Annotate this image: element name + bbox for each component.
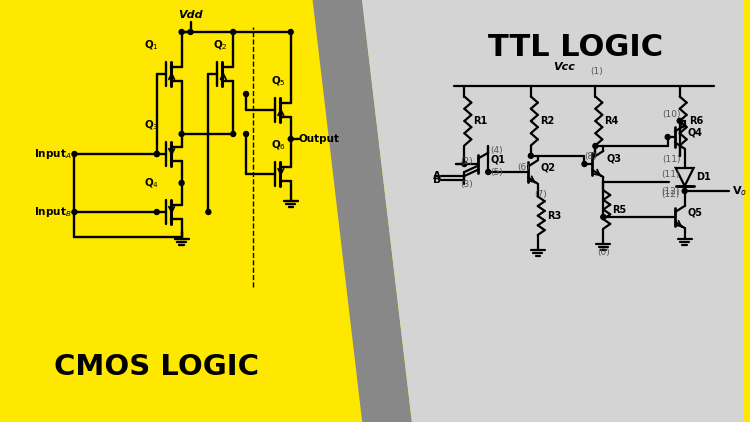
Text: R6: R6 — [688, 116, 703, 126]
Circle shape — [462, 162, 466, 167]
Text: (5): (5) — [490, 168, 502, 176]
Circle shape — [206, 209, 211, 214]
Circle shape — [244, 92, 248, 97]
Circle shape — [665, 135, 670, 140]
Circle shape — [682, 189, 687, 194]
Circle shape — [231, 132, 236, 136]
Text: Q2: Q2 — [541, 162, 556, 172]
Text: Input$_A$: Input$_A$ — [34, 147, 71, 161]
Text: Q$_2$: Q$_2$ — [213, 38, 228, 52]
Text: CMOS LOGIC: CMOS LOGIC — [54, 353, 259, 381]
Text: Q5: Q5 — [688, 207, 703, 217]
Text: Q$_3$: Q$_3$ — [144, 119, 159, 132]
Circle shape — [677, 118, 682, 123]
Circle shape — [72, 209, 77, 214]
Polygon shape — [362, 0, 744, 422]
Text: Q$_5$: Q$_5$ — [271, 74, 286, 88]
Polygon shape — [313, 0, 412, 422]
Text: (11): (11) — [662, 170, 680, 179]
Circle shape — [154, 151, 159, 157]
Text: R4: R4 — [604, 116, 619, 126]
Circle shape — [188, 30, 193, 35]
Text: (3): (3) — [460, 179, 472, 189]
Circle shape — [582, 162, 587, 167]
Text: Q$_6$: Q$_6$ — [271, 138, 286, 152]
Text: R3: R3 — [547, 211, 561, 221]
Text: (7): (7) — [535, 190, 548, 199]
Text: Input$_B$: Input$_B$ — [34, 205, 71, 219]
Text: (8): (8) — [584, 151, 597, 160]
Text: R5: R5 — [612, 205, 626, 214]
Text: (10): (10) — [662, 110, 681, 119]
Text: Q3: Q3 — [606, 153, 621, 163]
Text: Vcc: Vcc — [553, 62, 574, 72]
Circle shape — [529, 153, 533, 158]
Text: (4): (4) — [490, 146, 502, 154]
Text: (12): (12) — [662, 187, 680, 195]
Text: (0): (0) — [597, 249, 610, 257]
Text: R1: R1 — [473, 116, 488, 126]
Circle shape — [592, 143, 598, 149]
Circle shape — [601, 214, 606, 219]
Circle shape — [244, 132, 248, 136]
Circle shape — [288, 30, 293, 35]
Text: Q$_4$: Q$_4$ — [144, 176, 159, 190]
Circle shape — [154, 151, 159, 157]
Circle shape — [486, 170, 490, 175]
Text: Output: Output — [298, 134, 340, 144]
Circle shape — [288, 136, 293, 141]
Text: (1): (1) — [590, 67, 603, 76]
Circle shape — [231, 30, 236, 35]
Text: Q4: Q4 — [688, 127, 703, 137]
Text: Vdd: Vdd — [178, 10, 203, 20]
Text: (12): (12) — [662, 189, 680, 198]
Circle shape — [179, 30, 184, 35]
Text: Q$_1$: Q$_1$ — [144, 38, 159, 52]
Circle shape — [179, 181, 184, 186]
Text: Q1: Q1 — [490, 154, 506, 164]
Text: TTL LOGIC: TTL LOGIC — [488, 32, 663, 62]
Circle shape — [179, 132, 184, 136]
Text: (2): (2) — [460, 157, 472, 165]
Text: B: B — [433, 175, 440, 185]
Text: (11): (11) — [662, 155, 681, 164]
Text: D1: D1 — [697, 172, 711, 182]
Circle shape — [154, 209, 159, 214]
Text: R2: R2 — [540, 116, 554, 126]
Text: A: A — [433, 171, 440, 181]
Circle shape — [72, 151, 77, 157]
Text: (6): (6) — [518, 162, 530, 171]
Text: V$_o$: V$_o$ — [732, 184, 748, 198]
